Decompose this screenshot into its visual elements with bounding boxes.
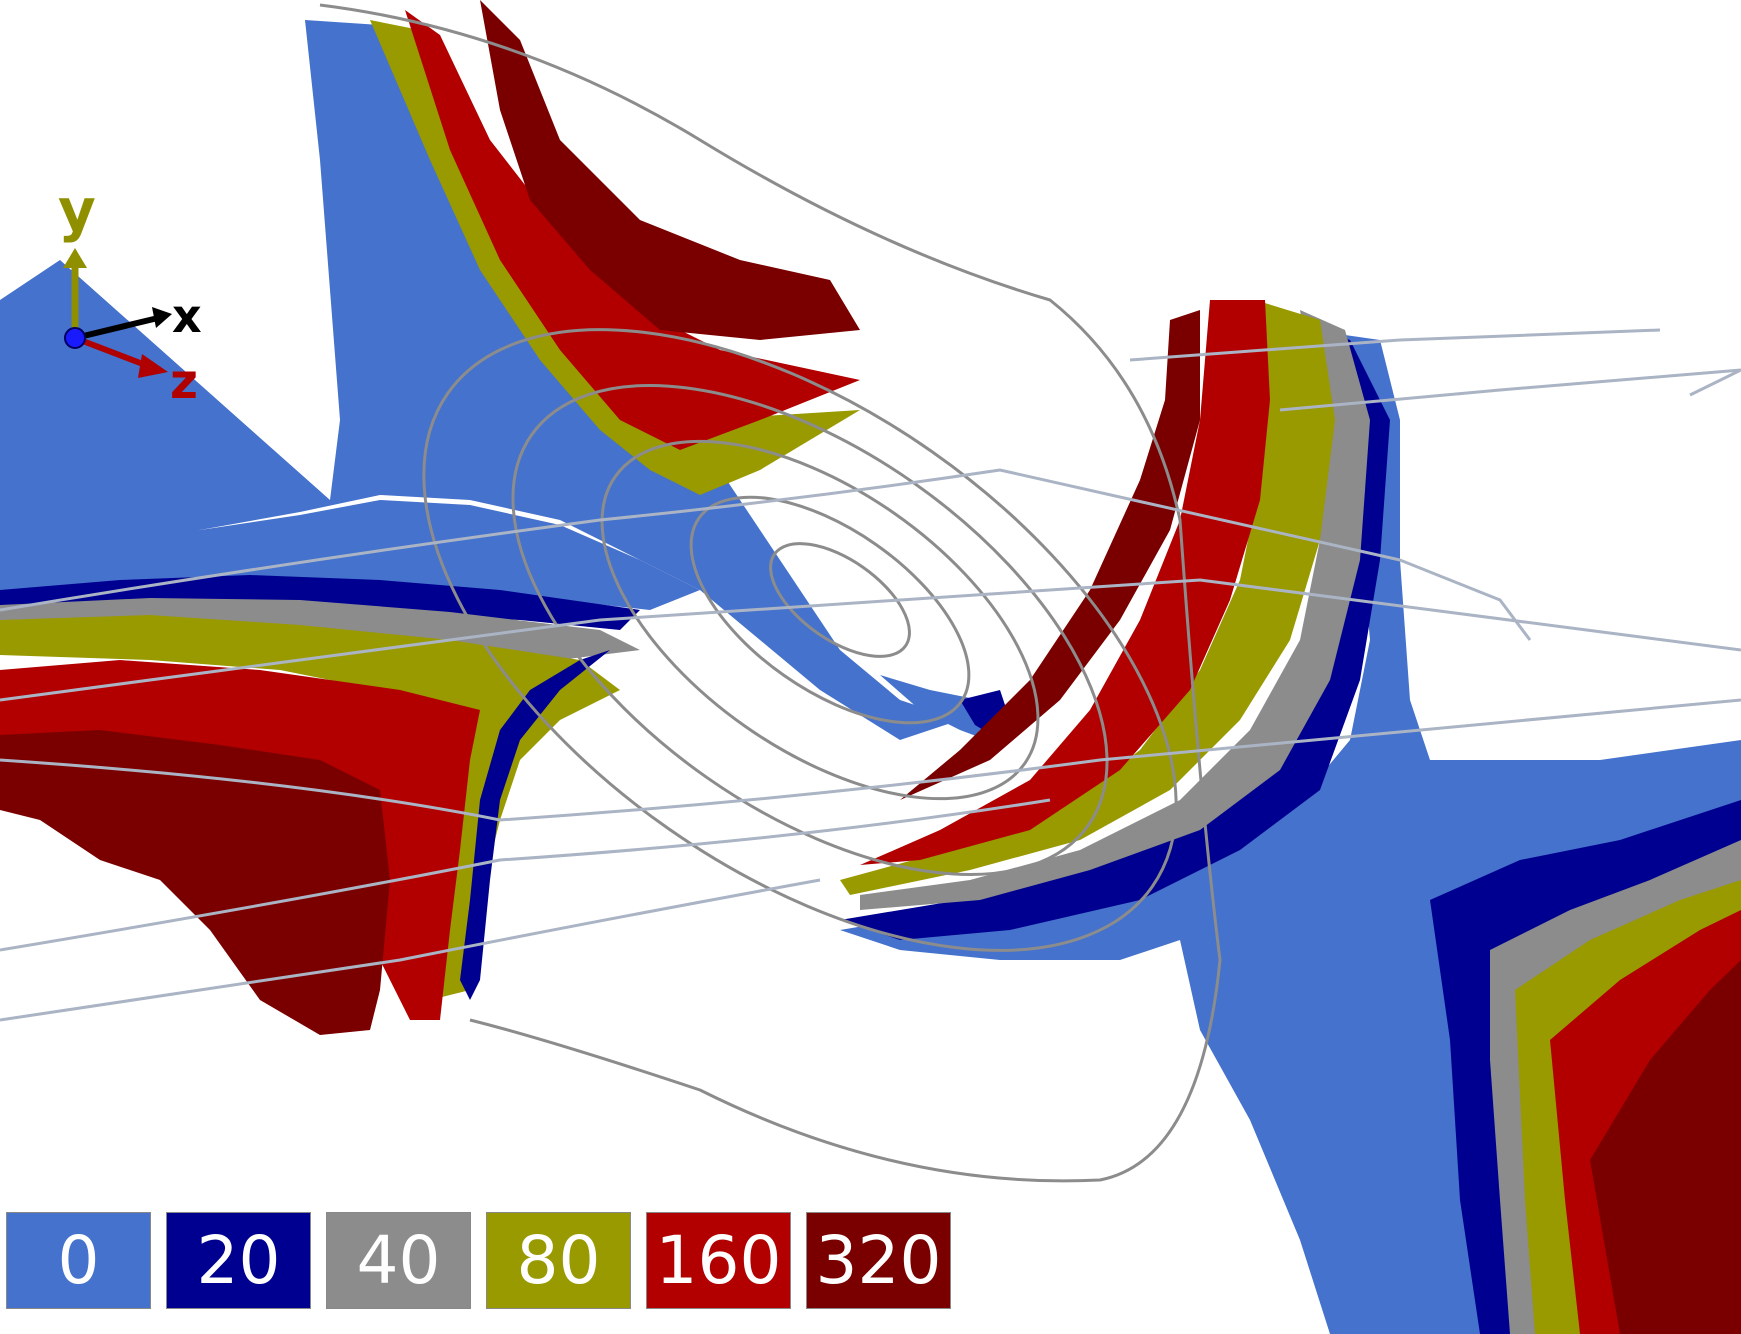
legend-swatch-160: 160	[646, 1212, 791, 1309]
legend-swatch-40: 40	[326, 1212, 471, 1309]
x-axis-label: x	[172, 289, 202, 343]
origin-dot	[64, 327, 86, 349]
band-20-left-rim	[460, 650, 610, 1000]
streamline-ring-1	[769, 542, 911, 658]
streamline-ring-2	[689, 495, 971, 725]
flow-line-5	[0, 698, 1741, 822]
flow-line-6	[0, 798, 1051, 952]
streamline-ring-5	[422, 328, 1178, 952]
x-axis-arrowhead	[152, 307, 172, 328]
band-0-upper-left	[0, 20, 960, 740]
upper-left-band	[0, 0, 960, 740]
lower-right-bands	[1430, 800, 1741, 1334]
x-axis-arrow	[74, 315, 159, 341]
streamline-ring-3	[600, 439, 1040, 801]
flow-line-1	[1129, 328, 1661, 362]
band-320-upper-left	[480, 0, 860, 340]
band-320-left	[0, 730, 390, 1035]
z-axis-arrow	[73, 335, 150, 369]
flow-streamlines	[0, 328, 1741, 1022]
streamline-outer	[319, 3, 1222, 1183]
legend-swatch-320: 320	[806, 1212, 951, 1309]
legend-swatch-20: 20	[166, 1212, 311, 1309]
z-axis-arrowhead	[138, 354, 168, 378]
band-40-right-arc	[860, 310, 1370, 910]
left-bands	[0, 500, 700, 1035]
band-160-right-arc	[860, 300, 1270, 865]
flow-line-7	[0, 878, 821, 1022]
band-320-right-arc	[900, 310, 1200, 800]
band-160-upper-left	[405, 10, 860, 450]
z-axis-label: z	[170, 354, 198, 410]
vortex-streamlines	[319, 3, 1222, 1183]
band-160-left	[0, 660, 480, 1020]
legend-swatch-0: 0	[6, 1212, 151, 1309]
legend-swatch-80: 80	[486, 1212, 631, 1309]
y-axis-label: y	[58, 176, 96, 244]
flow-line-3	[0, 468, 1532, 641]
flow-line-2	[1279, 368, 1741, 412]
flow-line-4	[0, 578, 1741, 702]
color-legend: 0 20 40 80 160 320	[6, 1212, 952, 1309]
y-axis-arrowhead	[63, 248, 87, 268]
axis-triad: y x z	[58, 176, 202, 410]
band-0-center-tongue	[880, 675, 1010, 745]
band-320-lower-right	[1590, 960, 1741, 1334]
band-80-right-arc	[840, 300, 1335, 895]
